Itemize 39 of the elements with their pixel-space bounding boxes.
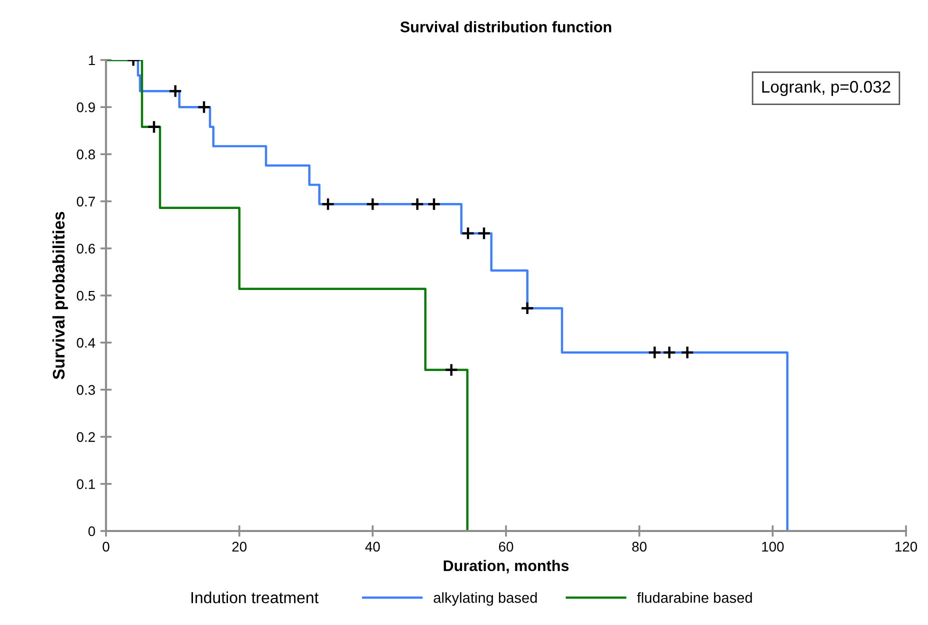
point [662,346,676,360]
legend-label: alkylating based [434,592,537,606]
legend-title: Indution treatment [191,592,319,604]
point [321,197,335,212]
y-tick-label: 0.5 [76,290,96,301]
legend-label: fludarabine based [637,592,752,603]
y-tick-label: 0.2 [76,432,95,442]
y-tick-label: 0.3 [76,385,95,395]
point [168,84,182,98]
chart-title: Survival distribution function [400,21,612,32]
annotation: Logrank, p=0.032 [762,80,890,96]
point [680,346,694,360]
y-tick-label: 0.1 [76,479,95,490]
x-tick-label: 100 [762,542,784,552]
y-tick-label: 0.7 [76,196,95,206]
point [410,197,424,212]
x-tick-label: 80 [632,542,647,552]
point [366,197,380,212]
point [197,100,211,114]
x-tick-label: 60 [498,542,514,552]
x-tick-label: 40 [365,542,380,552]
x-axis-title: Duration, months [444,560,569,574]
y-tick-label: 0.9 [76,102,95,112]
y-axis-title: Survival probabilities [52,212,68,380]
point [477,226,491,240]
point [648,346,662,360]
y-tick-label: 0.6 [76,244,95,254]
point [147,120,161,134]
point [427,197,441,212]
y-tick-label: 1 [88,55,95,66]
x-tick-label: 0 [102,542,110,552]
x-tick-label: 120 [895,542,918,552]
point [444,363,458,377]
y-tick-label: 0.8 [76,150,95,160]
y-tick-label: 0.4 [76,338,96,348]
point [520,301,534,316]
point [461,226,475,240]
x-tick-label: 20 [232,542,247,552]
y-tick-label: 0 [88,526,96,536]
